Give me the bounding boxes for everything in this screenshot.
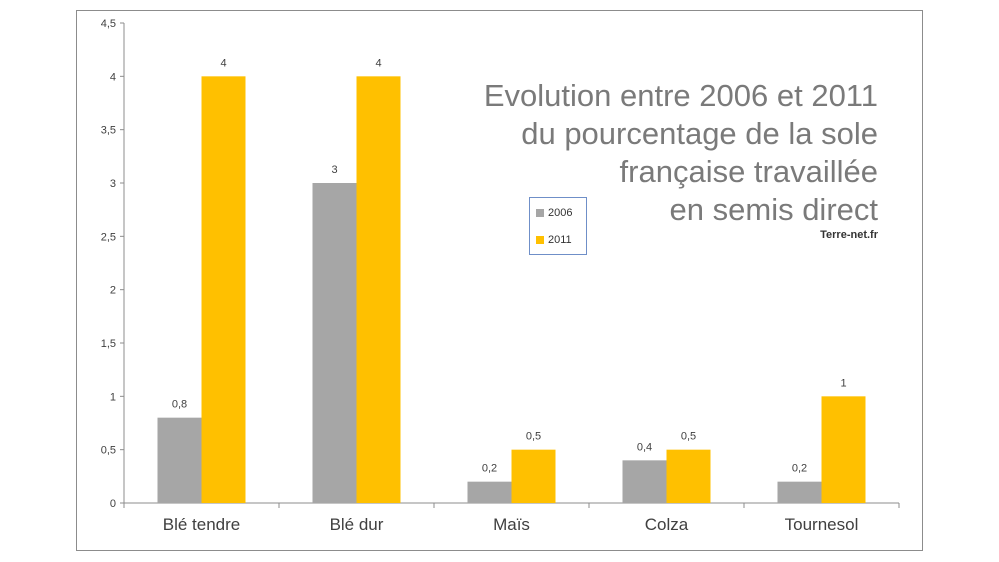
data-label-2006: 0,2: [792, 463, 807, 475]
legend-swatch-2011: [536, 236, 544, 244]
bar-2006: [312, 183, 357, 503]
y-tick-label: 2: [110, 285, 116, 297]
title-line-3: française travaillée: [619, 154, 878, 189]
y-tick-label: 3,5: [101, 125, 116, 137]
y-tick-label: 0: [110, 498, 116, 510]
data-label-2006: 0,2: [482, 463, 497, 475]
x-tick-label: Maïs: [493, 515, 530, 534]
y-tick-label: 1,5: [101, 338, 116, 350]
x-tick-label: Tournesol: [785, 515, 859, 534]
y-tick-label: 2,5: [101, 231, 116, 243]
bar-2006: [622, 460, 667, 503]
chart-frame: 0 0,5 1 1,5 2 2,5 3 3,5 4 4,5 Blé tendre 0,8 4 Blé du…: [76, 10, 923, 551]
source-label: Terre-net.fr: [820, 229, 878, 241]
legend-label-2006: 2006: [548, 207, 573, 219]
legend-item-2011: 2011: [536, 234, 572, 246]
data-label-2011: 0,5: [681, 431, 696, 443]
bar-chart: 0 0,5 1 1,5 2 2,5 3 3,5 4 4,5 Blé tendre 0,8 4 Blé du…: [101, 18, 900, 534]
title-line-1: Evolution entre 2006 et 2011: [483, 78, 878, 113]
legend: 2006 2011: [529, 197, 587, 255]
data-label-2011: 4: [220, 57, 226, 69]
bar-2011: [821, 396, 866, 503]
title-line-2: du pourcentage de la sole: [521, 116, 878, 151]
y-tick-label: 3: [110, 178, 116, 190]
y-tick-label: 4,5: [101, 18, 116, 30]
legend-item-2006: 2006: [536, 207, 572, 219]
y-tick-label: 1: [110, 391, 116, 403]
bar-2006: [157, 417, 202, 503]
bar-2011: [511, 449, 556, 503]
legend-label-2011: 2011: [548, 234, 572, 246]
bar-2006: [777, 481, 822, 503]
x-tick-label: Blé dur: [330, 515, 384, 534]
y-tick-label: 0,5: [101, 445, 116, 457]
y-tick-label: 4: [110, 71, 116, 83]
data-label-2011: 4: [375, 57, 381, 69]
bar-2011: [356, 76, 401, 503]
chart-title: Evolution entre 2006 et 2011 du pourcent…: [484, 77, 878, 229]
bar-2006: [467, 481, 512, 503]
bar-2011: [201, 76, 246, 503]
title-line-4: en semis direct: [669, 192, 878, 227]
x-tick-label: Blé tendre: [163, 515, 241, 534]
x-tick-label: Colza: [645, 515, 689, 534]
data-label-2006: 0,8: [172, 399, 187, 411]
data-label-2011: 1: [840, 377, 846, 389]
bar-2011: [666, 449, 711, 503]
data-label-2006: 3: [331, 164, 337, 176]
data-label-2006: 0,4: [637, 441, 652, 453]
data-label-2011: 0,5: [526, 431, 541, 443]
legend-swatch-2006: [536, 209, 544, 217]
